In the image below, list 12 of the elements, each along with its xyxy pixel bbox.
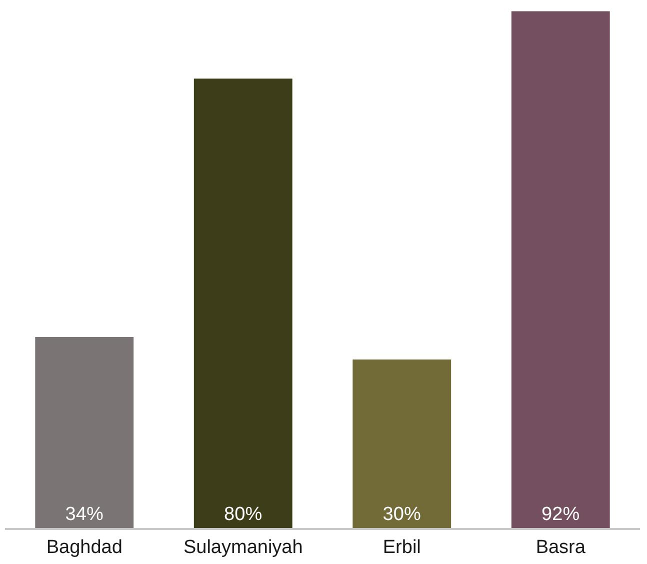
data-label: 92% <box>542 504 580 525</box>
data-label: 30% <box>382 504 421 525</box>
x-tick-label: Basra <box>536 536 586 558</box>
bar <box>352 359 452 528</box>
bar <box>511 11 610 528</box>
x-tick-label: Erbil <box>382 536 421 558</box>
x-tick-label: Sulaymaniyah <box>183 536 303 558</box>
bar <box>35 337 134 528</box>
bar <box>194 78 292 528</box>
x-tick-label: Baghdad <box>46 536 122 558</box>
data-label: 80% <box>224 504 262 525</box>
data-label: 34% <box>65 504 104 525</box>
